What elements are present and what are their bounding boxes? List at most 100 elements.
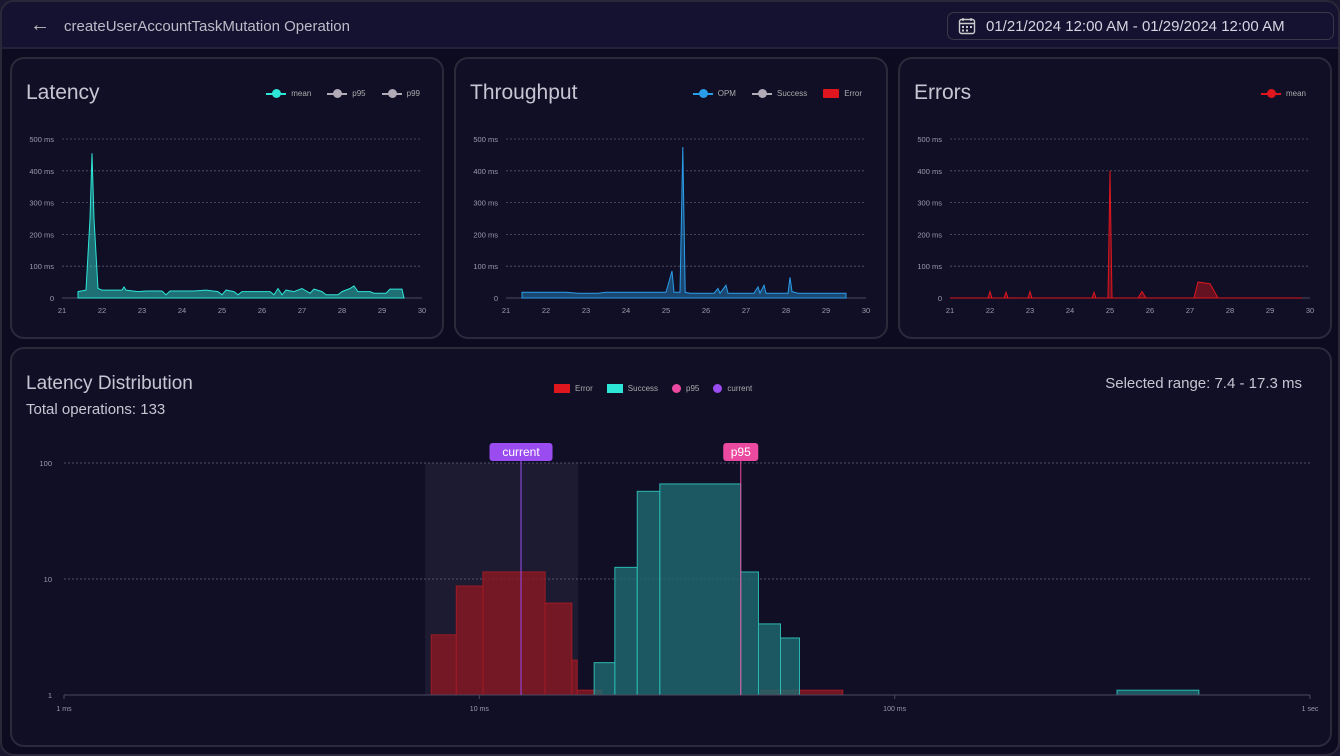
throughput-panel: 0 100 ms 200 ms 300 ms 400 ms 500 ms 21 22 23 24 2…	[454, 57, 888, 339]
x-tick-label: 28	[1226, 306, 1234, 315]
histogram-bar-error	[482, 571, 546, 696]
legend: Error Success p95 current	[554, 384, 752, 393]
histogram-bar-success	[593, 662, 616, 696]
histogram-bar-success	[740, 571, 759, 696]
legend-item-current[interactable]: current	[713, 384, 752, 393]
marker-label-p95: p95	[731, 445, 751, 459]
x-tick-label: 27	[298, 306, 306, 315]
x-tick-label: 10 ms	[470, 706, 490, 713]
panel-title: Latency Distribution	[26, 373, 193, 394]
marker-label-current: current	[502, 445, 540, 459]
series-area-opm	[521, 146, 847, 299]
legend-item-success[interactable]: Success	[751, 88, 807, 98]
panel-title: Throughput	[470, 81, 578, 104]
histogram-bar-success	[757, 623, 781, 696]
legend-item-error[interactable]: Error	[554, 384, 593, 393]
x-tick-label: 25	[662, 306, 670, 315]
x-tick-label: 23	[138, 306, 146, 315]
x-tick-label: 30	[862, 306, 870, 315]
x-tick-label: 21	[502, 306, 510, 315]
x-tick-label: 24	[1066, 306, 1074, 315]
selected-range: Selected range: 7.4 - 17.3 ms	[1105, 375, 1302, 392]
y-tick-label: 100	[39, 459, 52, 468]
y-tick-label: 100 ms	[917, 262, 942, 271]
x-tick-label: 27	[742, 306, 750, 315]
x-tick-label: 21	[946, 306, 954, 315]
latency-distribution-panel: 1 10 100 1 ms 10 ms 100 ms 1 sec current p95 Lat…	[10, 347, 1332, 747]
y-tick-label: 200 ms	[917, 230, 942, 239]
x-tick-label: 1 ms	[56, 706, 72, 713]
y-tick-label: 500 ms	[917, 135, 942, 144]
y-tick-label: 1	[48, 691, 52, 700]
y-tick-label: 400 ms	[29, 167, 54, 176]
x-tick-label: 21	[58, 306, 66, 315]
series-area-mean	[77, 153, 405, 299]
throughput-chart: 0 100 ms 200 ms 300 ms 400 ms 500 ms 21 22 23 24 2…	[473, 135, 870, 315]
y-tick-label: 200 ms	[29, 230, 54, 239]
legend: OPM Success Error	[692, 88, 862, 98]
x-tick-label: 23	[1026, 306, 1034, 315]
y-tick-label: 0	[494, 294, 498, 303]
y-tick-label: 0	[938, 294, 942, 303]
histogram-bar-success	[1116, 689, 1200, 696]
histogram-bar-success	[614, 566, 638, 696]
latency-distribution-chart: 1 10 100 1 ms 10 ms 100 ms 1 sec current p95	[39, 443, 1319, 713]
histogram-bar-error	[430, 634, 457, 696]
legend-item-p95[interactable]: p95	[672, 384, 699, 393]
legend-item-p95[interactable]: p95	[327, 88, 366, 98]
legend: mean	[1260, 88, 1306, 98]
x-tick-label: 22	[542, 306, 550, 315]
page-title: createUserAccountTaskMutation Operation	[64, 18, 350, 35]
marker-label-bg-current	[489, 443, 553, 461]
x-tick-label: 30	[418, 306, 426, 315]
y-tick-label: 300 ms	[29, 199, 54, 208]
x-tick-label: 26	[702, 306, 710, 315]
date-range-picker[interactable]: 01/21/2024 12:00 AM - 01/29/2024 12:00 A…	[947, 12, 1334, 40]
x-tick-label: 22	[986, 306, 994, 315]
x-tick-label: 100 ms	[883, 706, 906, 713]
legend-item-success[interactable]: Success	[606, 384, 658, 393]
histogram-bar-error	[571, 659, 578, 696]
histogram-bar-success	[636, 490, 661, 696]
x-tick-label: 24	[622, 306, 630, 315]
legend-item-p99[interactable]: p99	[381, 88, 420, 98]
errors-panel: 0 100 ms 200 ms 300 ms 400 ms 500 ms 21 22 23 24 2…	[898, 57, 1332, 339]
x-tick-label: 26	[1146, 306, 1154, 315]
total-operations: Total operations: 133	[26, 401, 166, 418]
x-tick-label: 1 sec	[1302, 706, 1319, 713]
histogram-bar-success	[779, 637, 800, 696]
latency-panel: 0 100 ms 200 ms 300 ms 400 ms 500 ms 21 22 23 24 2…	[10, 57, 444, 339]
x-tick-label: 23	[582, 306, 590, 315]
y-tick-label: 300 ms	[917, 199, 942, 208]
x-tick-label: 29	[378, 306, 386, 315]
x-tick-label: 30	[1306, 306, 1314, 315]
legend-item-mean[interactable]: mean	[266, 88, 311, 98]
arrow-left-icon[interactable]: ←	[30, 14, 50, 36]
panel-title: Latency	[26, 81, 100, 104]
histogram-bar-success	[659, 483, 742, 696]
y-tick-label: 10	[44, 575, 52, 584]
marker-label-bg-p95	[723, 443, 759, 461]
y-tick-label: 0	[50, 294, 54, 303]
y-tick-label: 200 ms	[473, 230, 498, 239]
legend-item-opm[interactable]: OPM	[692, 88, 736, 98]
panel-title: Errors	[914, 81, 972, 104]
x-tick-label: 28	[782, 306, 790, 315]
legend-item-mean[interactable]: mean	[1260, 88, 1306, 98]
y-tick-label: 500 ms	[473, 135, 498, 144]
y-tick-label: 500 ms	[29, 135, 54, 144]
x-tick-label: 25	[218, 306, 226, 315]
legend-item-error[interactable]: Error	[823, 89, 862, 98]
x-tick-label: 26	[258, 306, 266, 315]
calendar-icon	[958, 18, 976, 35]
legend: mean p95 p99	[266, 88, 420, 98]
y-tick-label: 100 ms	[473, 262, 498, 271]
histogram-bar-error	[455, 585, 484, 696]
x-tick-label: 28	[338, 306, 346, 315]
y-tick-label: 100 ms	[29, 262, 54, 271]
date-range-text: 01/21/2024 12:00 AM - 01/29/2024 12:00 A…	[986, 17, 1285, 35]
errors-chart: 0 100 ms 200 ms 300 ms 400 ms 500 ms 21 22 23 24 2…	[917, 135, 1314, 315]
x-tick-label: 25	[1106, 306, 1114, 315]
x-tick-label: 24	[178, 306, 186, 315]
